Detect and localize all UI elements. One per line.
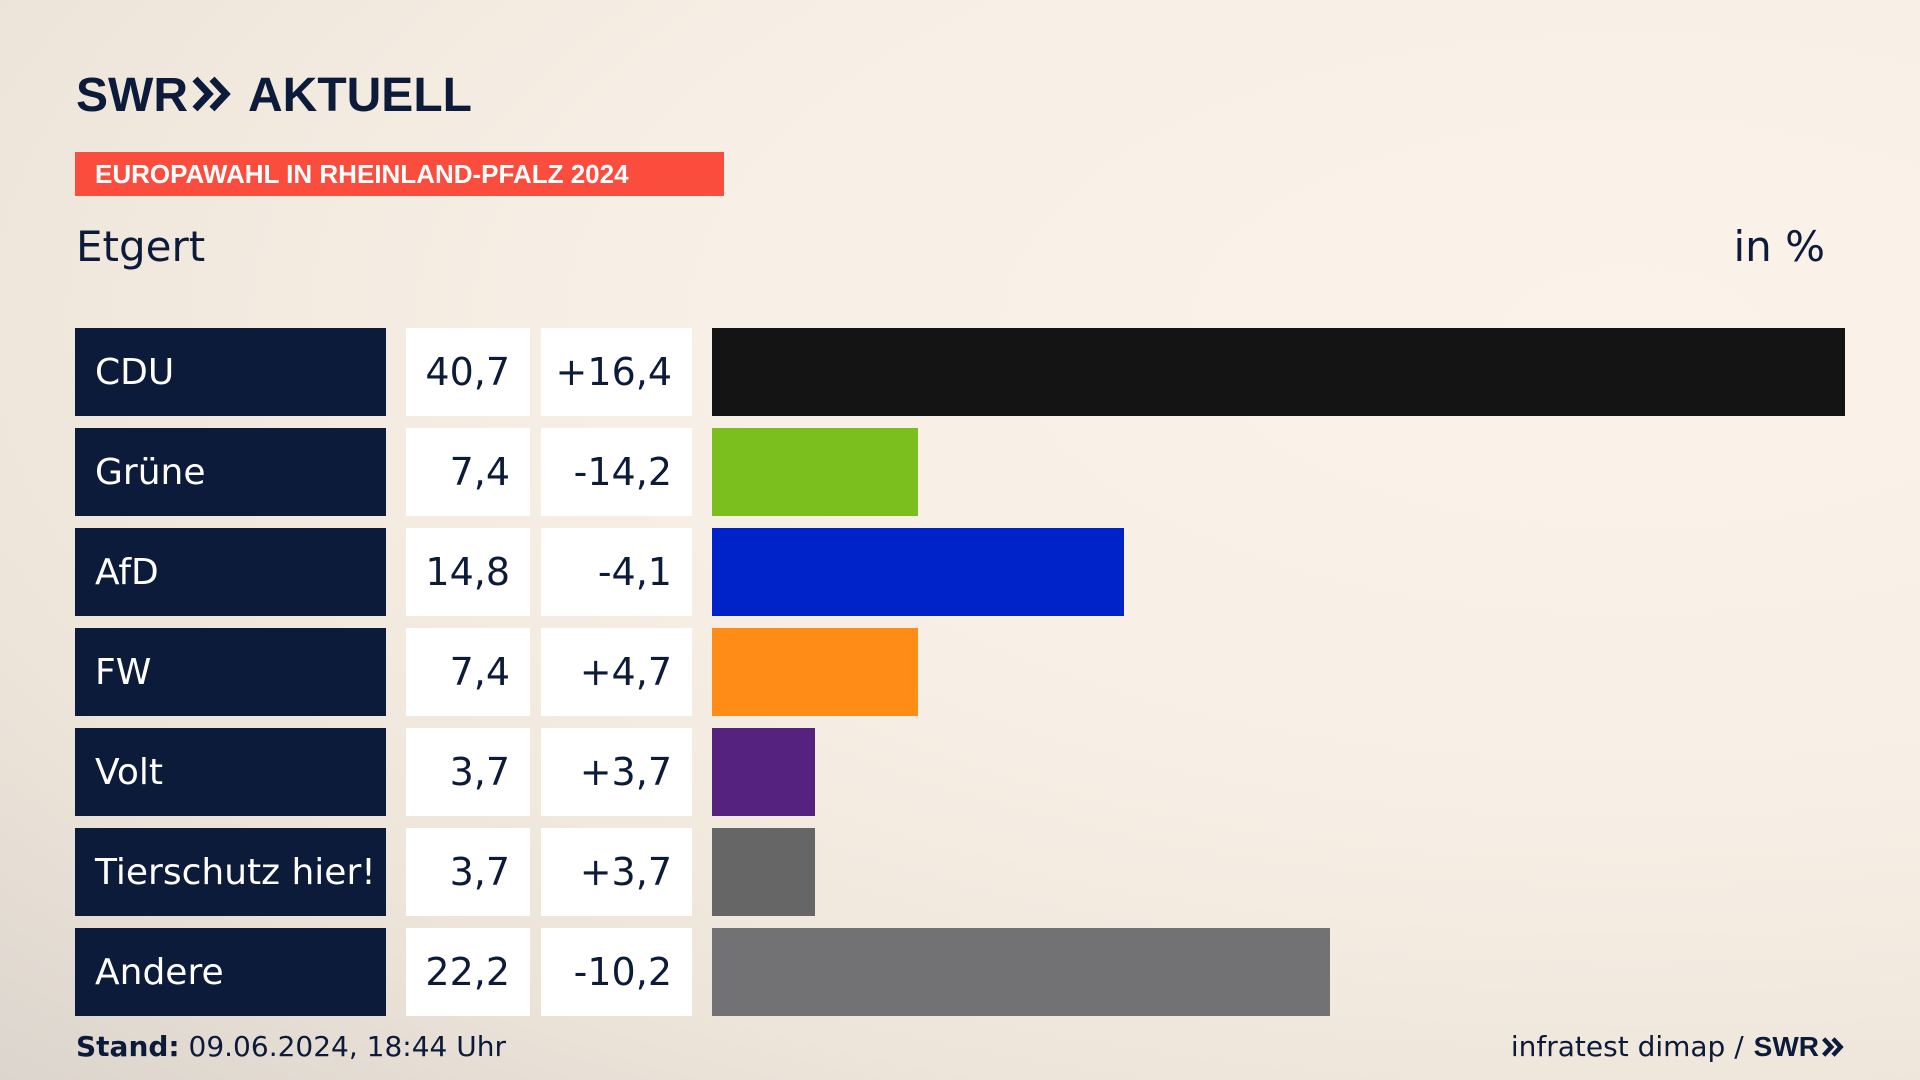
vote-share-value: 3,7 — [406, 828, 530, 916]
vote-share-bar — [712, 528, 1124, 616]
double-chevron-icon — [1822, 1036, 1844, 1057]
vote-share-value: 22,2 — [406, 928, 530, 1016]
vote-change-value: +3,7 — [541, 728, 692, 816]
vote-share-bar — [712, 328, 1845, 416]
vote-share-bar — [712, 928, 1330, 1016]
result-row: AfD 14,8 -4,1 — [0, 528, 1920, 616]
vote-share-bar — [712, 628, 918, 716]
swr-aktuell-logo: SWR AKTUELL — [76, 68, 472, 123]
vote-change-value: -10,2 — [541, 928, 692, 1016]
result-row: FW 7,4 +4,7 — [0, 628, 1920, 716]
source-credit: infratest dimap / SWR — [1511, 1030, 1844, 1063]
vote-share-bar — [712, 728, 815, 816]
election-badge-text: EUROPAWAHL IN RHEINLAND-PFALZ 2024 — [95, 158, 629, 189]
party-label: FW — [75, 628, 386, 716]
timestamp-label: Stand: — [76, 1030, 180, 1063]
party-label: AfD — [75, 528, 386, 616]
vote-share-bar — [712, 428, 918, 516]
source-brand-text: SWR — [1753, 1030, 1819, 1062]
party-label: Grüne — [75, 428, 386, 516]
party-label: Andere — [75, 928, 386, 1016]
result-row: Grüne 7,4 -14,2 — [0, 428, 1920, 516]
vote-share-bar — [712, 828, 815, 916]
vote-change-value: +3,7 — [541, 828, 692, 916]
vote-share-value: 40,7 — [406, 328, 530, 416]
unit-label: in % — [1733, 222, 1825, 271]
vote-share-value: 3,7 — [406, 728, 530, 816]
party-label: CDU — [75, 328, 386, 416]
vote-change-value: +16,4 — [541, 328, 692, 416]
vote-change-value: +4,7 — [541, 628, 692, 716]
timestamp: Stand: 09.06.2024, 18:44 Uhr — [76, 1030, 506, 1063]
election-badge: EUROPAWAHL IN RHEINLAND-PFALZ 2024 — [75, 152, 724, 196]
vote-share-value: 7,4 — [406, 428, 530, 516]
source-brand-logo: SWR — [1754, 1031, 1844, 1063]
party-label: Tierschutz hier! — [75, 828, 386, 916]
result-row: Andere 22,2 -10,2 — [0, 928, 1920, 1016]
result-row: Volt 3,7 +3,7 — [0, 728, 1920, 816]
region-title: Etgert — [76, 222, 206, 271]
vote-share-value: 14,8 — [406, 528, 530, 616]
result-row: CDU 40,7 +16,4 — [0, 328, 1920, 416]
logo-brand: SWR — [76, 69, 188, 122]
logo-product: AKTUELL — [247, 69, 472, 122]
double-chevron-icon — [192, 76, 232, 116]
result-row: Tierschutz hier! 3,7 +3,7 — [0, 828, 1920, 916]
vote-change-value: -4,1 — [541, 528, 692, 616]
party-label: Volt — [75, 728, 386, 816]
source-text: infratest dimap / — [1510, 1030, 1744, 1063]
vote-change-value: -14,2 — [541, 428, 692, 516]
vote-share-value: 7,4 — [406, 628, 530, 716]
timestamp-value: 09.06.2024, 18:44 Uhr — [188, 1030, 506, 1063]
